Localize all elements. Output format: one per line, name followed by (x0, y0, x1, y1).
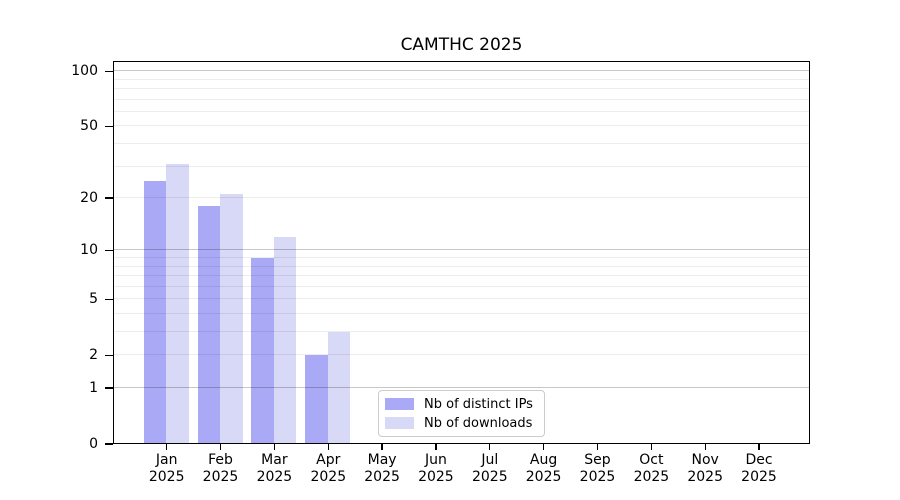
gridline-40 (113, 143, 810, 144)
gridline-20 (113, 197, 810, 199)
bar-mar-distinct-ips (251, 258, 274, 444)
gridline-30 (113, 165, 810, 167)
plot-area (113, 61, 810, 444)
x-tick-mark-feb (219, 444, 222, 450)
x-tick-mark-nov (704, 444, 706, 450)
y-tick-mark-0 (105, 443, 113, 445)
x-tick-label-apr: Apr 2025 (310, 452, 347, 485)
grid-layer (113, 61, 810, 444)
x-tick-label-jan: Jan 2025 (148, 452, 185, 485)
legend-swatch-downloads (385, 417, 414, 429)
y-tick-label-100: 100 (71, 63, 98, 80)
chart-title: CAMTHC 2025 (400, 35, 523, 55)
y-tick-mark-1 (105, 387, 113, 389)
legend-label-distinct-ips: Nb of distinct IPs (424, 396, 533, 412)
gridline-10 (113, 248, 810, 251)
x-tick-label-mar: Mar 2025 (256, 452, 293, 485)
x-tick-mark-oct (650, 444, 652, 450)
x-tick-label-nov: Nov 2025 (687, 452, 723, 485)
x-tick-mark-mar (273, 444, 276, 450)
gridline-7 (113, 275, 810, 276)
x-tick-label-jul: Jul 2025 (471, 452, 508, 485)
bars-layer (113, 61, 810, 444)
x-tick-label-may: May 2025 (364, 452, 400, 485)
bar-jan-downloads (166, 164, 189, 444)
y-tick-label-50: 50 (80, 118, 98, 135)
y-tick-mark-100 (105, 70, 113, 72)
gridline-100 (113, 69, 810, 72)
gridline-1 (113, 386, 810, 388)
gridline-5 (113, 298, 810, 300)
bar-mar-downloads (273, 236, 297, 444)
y-tick-label-5: 5 (89, 291, 98, 308)
x-tick-mark-may (381, 444, 383, 450)
gridline-70 (113, 98, 810, 100)
x-tick-label-dec: Dec 2025 (741, 452, 777, 485)
gridline-60 (113, 110, 810, 112)
y-tick-mark-20 (105, 197, 113, 199)
gridline-8 (113, 265, 810, 267)
legend: Nb of distinct IPs Nb of downloads (378, 390, 545, 437)
y-tick-label-20: 20 (80, 190, 98, 207)
bar-apr-distinct-ips (305, 355, 328, 444)
y-tick-label-10: 10 (80, 242, 98, 259)
gridline-50 (113, 125, 810, 127)
y-tick-mark-2 (105, 354, 113, 356)
y-tick-mark-5 (105, 298, 113, 300)
x-tick-label-oct: Oct 2025 (633, 452, 670, 485)
x-tick-mark-aug (542, 444, 545, 450)
x-tick-label-sep: Sep 2025 (579, 452, 616, 485)
bar-apr-downloads (327, 332, 351, 444)
legend-swatch-distinct-ips (385, 398, 414, 410)
y-tick-label-2: 2 (89, 347, 98, 364)
legend-item-distinct-ips: Nb of distinct IPs (385, 397, 538, 412)
x-tick-mark-dec (758, 444, 760, 450)
x-tick-mark-apr (327, 444, 329, 450)
x-tick-label-aug: Aug 2025 (525, 452, 562, 485)
gridline-4 (113, 313, 810, 314)
y-tick-label-1: 1 (89, 380, 98, 396)
gridline-80 (113, 88, 810, 89)
y-tick-mark-50 (105, 125, 113, 128)
bar-jan-distinct-ips (143, 180, 167, 444)
x-tick-mark-jan (166, 444, 168, 450)
x-tick-mark-jun (435, 444, 437, 450)
x-tick-label-jun: Jun 2025 (418, 452, 454, 485)
x-tick-mark-sep (596, 444, 599, 450)
bar-feb-downloads (220, 194, 243, 444)
bar-feb-distinct-ips (197, 206, 221, 444)
y-tick-label-0: 0 (89, 436, 98, 452)
x-tick-mark-jul (489, 444, 491, 450)
y-tick-mark-10 (105, 249, 113, 251)
legend-label-downloads: Nb of downloads (424, 415, 533, 431)
gridline-90 (113, 78, 810, 80)
gridline-2 (113, 354, 810, 356)
gridline-6 (113, 285, 810, 287)
x-tick-label-feb: Feb 2025 (202, 452, 239, 485)
gridline-3 (113, 331, 810, 332)
legend-item-downloads: Nb of downloads (385, 416, 538, 431)
gridline-9 (113, 257, 810, 258)
